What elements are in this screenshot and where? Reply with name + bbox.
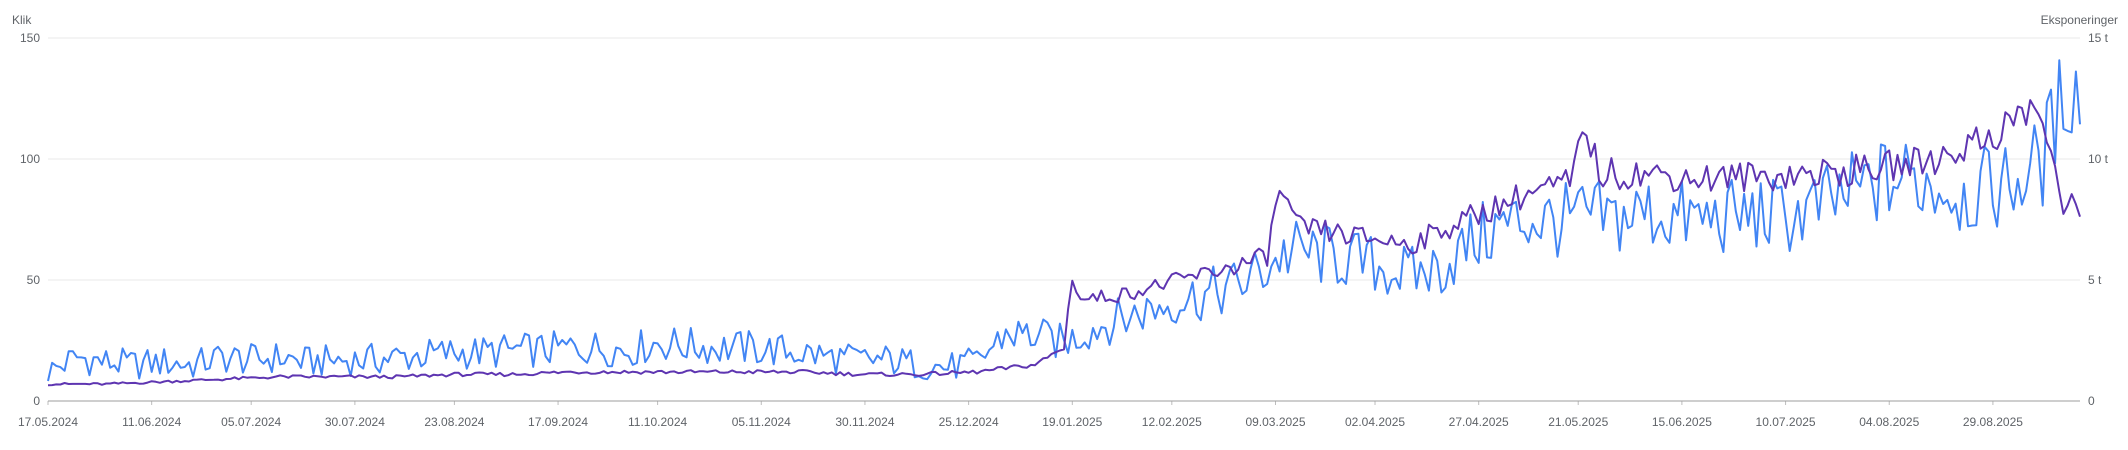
x-tick-label: 17.05.2024 (18, 415, 78, 429)
y-left-tick-label: 150 (20, 31, 40, 45)
x-tick-label: 30.11.2024 (835, 415, 894, 429)
y-right-axis-label: Eksponeringer (2041, 13, 2118, 27)
x-tick-label: 11.10.2024 (628, 415, 687, 429)
y-right-tick-label: 10 t (2088, 152, 2109, 166)
grid-lines (48, 37, 2080, 281)
tick-labels: 0 50 100 150 0 5 t 10 t 15 t 17.05.2024 11.06.202… (18, 31, 2109, 429)
x-tick-label: 02.04.2025 (1345, 415, 1405, 429)
x-tick-label: 10.07.2025 (1756, 415, 1816, 429)
x-tick-label: 05.07.2024 (221, 415, 281, 429)
y-left-tick-label: 50 (27, 273, 41, 287)
x-tick-label: 29.08.2025 (1963, 415, 2023, 429)
x-tick-label: 27.04.2025 (1449, 415, 1509, 429)
y-left-tick-label: 100 (20, 152, 40, 166)
x-tick-label: 09.03.2025 (1245, 415, 1305, 429)
y-left-tick-label: 0 (33, 394, 40, 408)
series-line-left-axis (47, 59, 2081, 382)
x-tick-label: 17.09.2024 (528, 415, 588, 429)
x-tick-label: 25.12.2024 (939, 415, 999, 429)
x-tick-label: 21.05.2025 (1548, 415, 1608, 429)
series-line-right-axis (47, 99, 2081, 387)
y-right-tick-label: 15 t (2088, 31, 2109, 45)
x-tick-label: 11.06.2024 (122, 415, 181, 429)
x-tick-label: 04.08.2025 (1859, 415, 1919, 429)
y-right-tick-label: 0 (2088, 394, 2095, 408)
x-tick-label: 23.08.2024 (424, 415, 484, 429)
y-right-tick-label: 5 t (2088, 273, 2102, 287)
x-tick-label: 05.11.2024 (732, 415, 791, 429)
x-tick-label: 15.06.2025 (1652, 415, 1712, 429)
series-lines (47, 59, 2081, 387)
x-tick-label: 30.07.2024 (325, 415, 385, 429)
x-tick-label: 12.02.2025 (1142, 415, 1202, 429)
y-left-axis-label: Klik (12, 13, 32, 27)
x-tick-label: 19.01.2025 (1042, 415, 1102, 429)
